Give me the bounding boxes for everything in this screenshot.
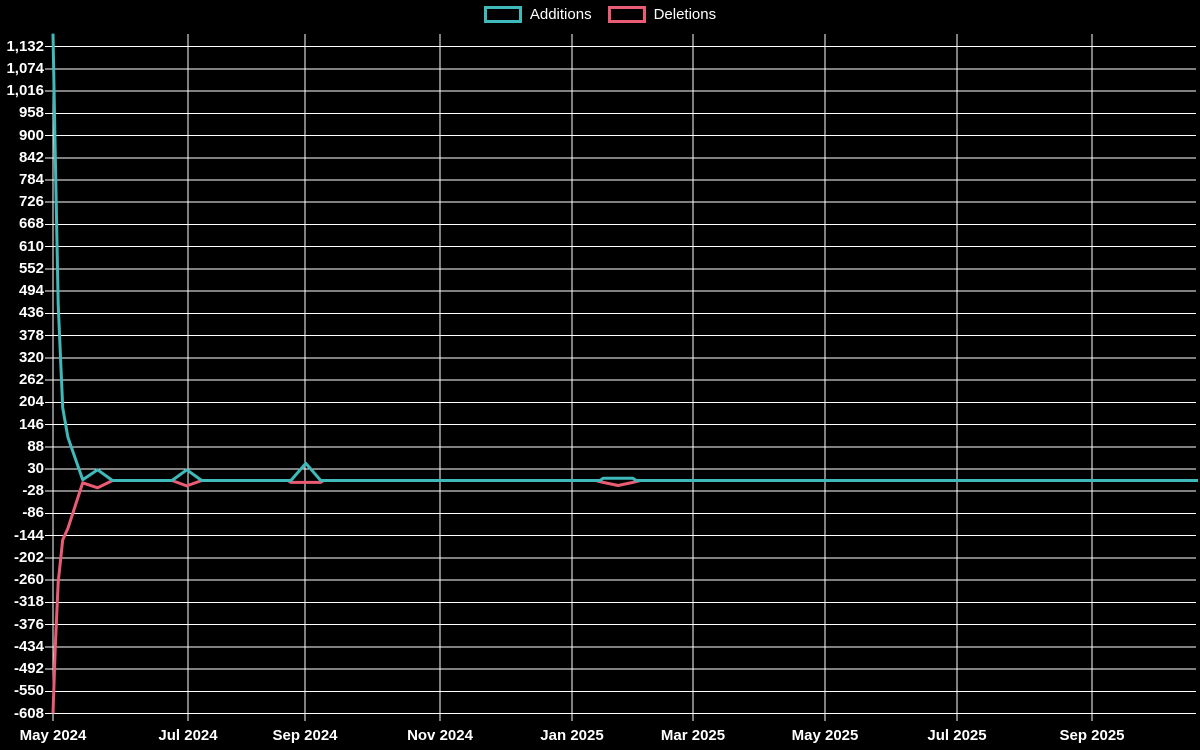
x-tick-label: Jul 2024 (158, 727, 218, 744)
y-tick-label: -260 (13, 571, 44, 588)
y-tick-label: 842 (18, 149, 44, 166)
y-tick-label: 30 (27, 460, 44, 477)
x-tick-label: May 2024 (19, 727, 87, 744)
y-tick-label: 494 (18, 282, 44, 299)
legend-item-additions[interactable]: Additions (483, 6, 592, 23)
legend-item-deletions[interactable]: Deletions (607, 6, 717, 23)
y-tick-label: -434 (13, 638, 44, 655)
y-tick-label: 610 (18, 238, 44, 255)
y-tick-label: 784 (18, 171, 44, 188)
y-tick-label: 320 (18, 349, 44, 366)
additions-legend-label: Additions (529, 6, 592, 23)
y-tick-label: 378 (18, 327, 44, 344)
y-tick-label: -28 (22, 482, 44, 499)
y-tick-label: 146 (18, 416, 44, 433)
chart-legend: Additions Deletions (0, 6, 1200, 23)
x-tick-label: Mar 2025 (660, 727, 726, 744)
y-tick-label: 900 (18, 127, 44, 144)
y-tick-label: 1,074 (6, 60, 44, 77)
y-tick-label: 1,016 (6, 82, 44, 99)
y-tick-label: 726 (18, 193, 44, 210)
y-tick-label: 958 (18, 104, 44, 121)
x-tick-label: Nov 2024 (407, 727, 473, 744)
additions-swatch-icon (483, 6, 522, 23)
y-tick-label: -86 (22, 504, 44, 521)
deletions-swatch-icon (607, 6, 646, 23)
y-tick-label: 552 (18, 260, 44, 277)
y-tick-label: 668 (18, 215, 44, 232)
y-tick-label: -202 (13, 549, 44, 566)
x-tick-label: Sep 2025 (1059, 727, 1125, 744)
y-tick-label: 204 (18, 393, 44, 410)
y-tick-label: -144 (13, 527, 44, 544)
y-tick-label: 436 (18, 304, 44, 321)
x-tick-label: Jul 2025 (927, 727, 987, 744)
y-tick-label: 88 (27, 438, 44, 455)
y-tick-label: 262 (18, 371, 44, 388)
y-tick-label: -376 (13, 616, 44, 633)
y-tick-label: 1,132 (6, 38, 44, 55)
y-tick-label: -608 (13, 705, 44, 722)
y-tick-label: -318 (13, 593, 44, 610)
deletions-line (51, 479, 1198, 714)
y-tick-label: -550 (13, 682, 44, 699)
x-tick-label: Sep 2024 (272, 727, 338, 744)
x-tick-label: May 2025 (791, 727, 859, 744)
x-tick-label: Jan 2025 (540, 727, 604, 744)
additions-line (51, 33, 1198, 482)
deletions-legend-label: Deletions (653, 6, 717, 23)
y-tick-label: -492 (13, 660, 44, 677)
